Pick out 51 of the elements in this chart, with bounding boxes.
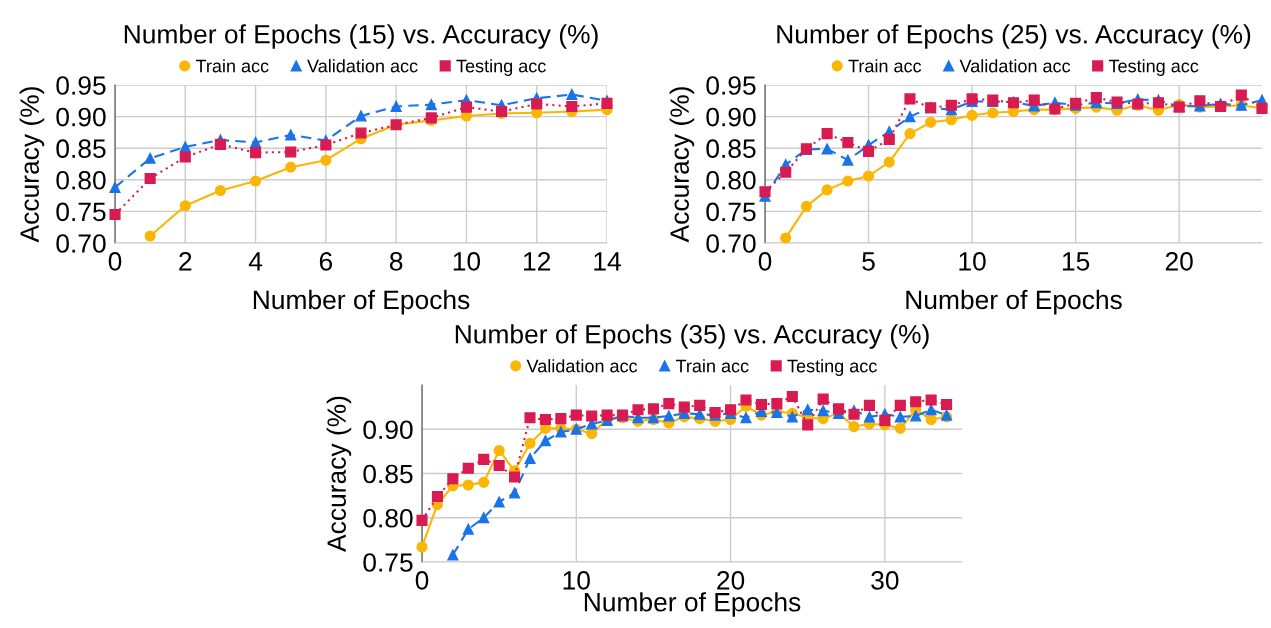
legend-label: Validation acc [959, 59, 1071, 73]
legend-label: Testing acc [787, 359, 877, 376]
x-tick-label: 15 [1062, 252, 1090, 271]
legend-label: Testing acc [1108, 59, 1199, 76]
y-tick-label: 0.75 [706, 202, 756, 222]
legend-label: Validation acc [307, 59, 418, 73]
chart-title: Number of Epochs (35) vs. Accuracy (%) [455, 324, 929, 349]
x-tick-label: 4 [248, 252, 263, 271]
y-tick-label: 0.80 [363, 508, 413, 528]
x-tick-label: 0 [108, 252, 122, 271]
x-tick-label: 0 [758, 252, 772, 271]
x-tick-label: 6 [319, 252, 333, 271]
y-tick-label: 0.90 [706, 107, 756, 127]
y-tick-label: 0.70 [56, 234, 106, 253]
x-tick-label: 0 [415, 571, 429, 590]
chart-title: Number of Epochs (15) vs. Accuracy (%) [124, 24, 598, 49]
y-axis-title: Accuracy (%) [19, 87, 45, 243]
x-axis-title: Number of Epochs [253, 289, 470, 315]
y-tick-label: 0.75 [56, 202, 106, 222]
x-tick-label: 5 [862, 252, 875, 271]
x-tick-label: 14 [594, 252, 621, 271]
y-tick-label: 0.95 [56, 76, 106, 95]
y-tick-label: 0.70 [706, 234, 756, 253]
x-tick-label: 30 [871, 571, 899, 590]
legend-label: Train acc [675, 359, 749, 373]
x-axis-title: Number of Epochs [906, 289, 1122, 315]
x-tick-label: 10 [453, 252, 481, 271]
x-tick-label: 20 [717, 571, 745, 590]
y-tick-label: 0.90 [363, 420, 413, 440]
y-tick-label: 0.80 [706, 170, 756, 190]
y-tick-label: 0.85 [706, 139, 756, 159]
x-tick-label: 10 [563, 571, 590, 590]
y-tick-label: 0.90 [56, 107, 106, 127]
legend-label: Train acc [195, 59, 269, 73]
y-axis-title: Accuracy (%) [326, 396, 352, 552]
x-axis-title: Number of Epochs [584, 592, 801, 617]
y-tick-label: 0.85 [56, 139, 106, 159]
legend-label: Validation acc [526, 359, 638, 373]
x-tick-label: 20 [1165, 252, 1193, 271]
y-tick-label: 0.95 [706, 76, 756, 95]
chart-title: Number of Epochs (25) vs. Accuracy (%) [777, 24, 1251, 49]
y-tick-label: 0.80 [56, 170, 106, 190]
legend-label: Train acc [848, 59, 922, 73]
legend-label: Testing acc [456, 59, 546, 76]
x-tick-label: 2 [179, 252, 192, 271]
x-tick-label: 10 [959, 252, 986, 271]
y-tick-label: 0.75 [363, 553, 413, 572]
y-tick-label: 0.85 [363, 464, 413, 484]
x-tick-label: 8 [389, 252, 403, 271]
x-tick-label: 12 [524, 252, 551, 271]
y-axis-title: Accuracy (%) [669, 87, 695, 243]
